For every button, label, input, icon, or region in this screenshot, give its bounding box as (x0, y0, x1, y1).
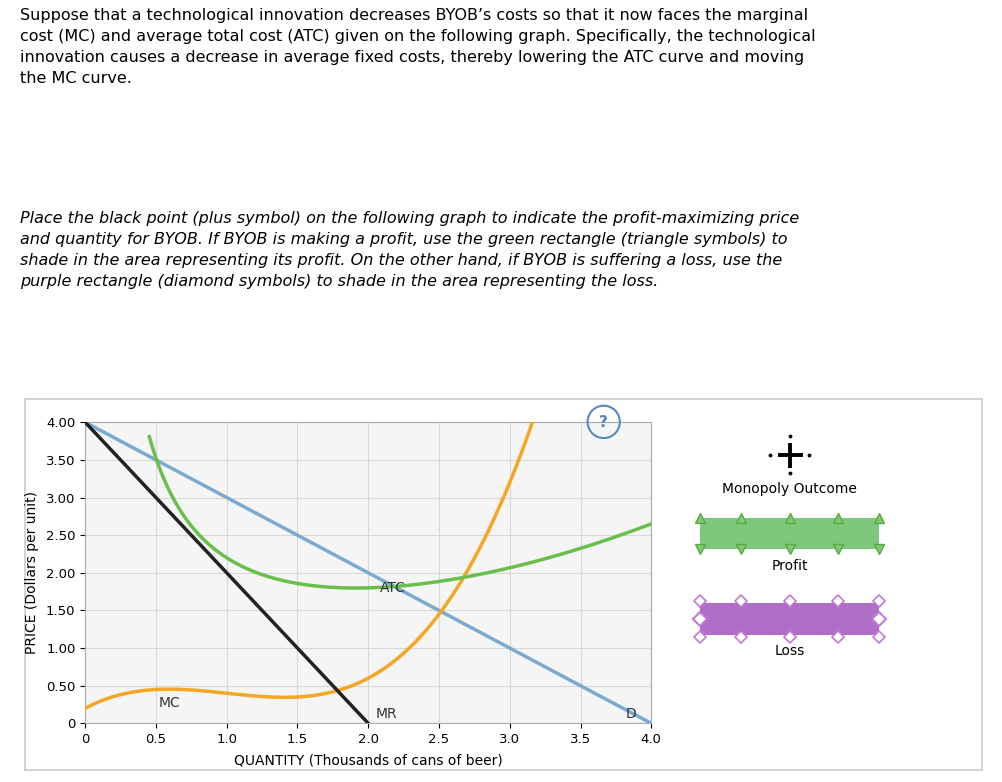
X-axis label: QUANTITY (Thousands of cans of beer): QUANTITY (Thousands of cans of beer) (233, 753, 503, 767)
Text: D: D (626, 707, 636, 721)
Bar (699, 603, 880, 635)
Text: MR: MR (376, 707, 397, 721)
Text: Place the black point (plus symbol) on the following graph to indicate the profi: Place the black point (plus symbol) on t… (20, 211, 800, 289)
Text: ATC: ATC (380, 580, 406, 594)
Text: Monopoly Outcome: Monopoly Outcome (722, 482, 857, 497)
Text: Profit: Profit (772, 558, 808, 572)
Text: ?: ? (599, 415, 608, 430)
Text: Suppose that a technological innovation decreases BYOB’s costs so that it now fa: Suppose that a technological innovation … (20, 8, 816, 86)
Text: Loss: Loss (775, 644, 805, 658)
Y-axis label: PRICE (Dollars per unit): PRICE (Dollars per unit) (25, 491, 39, 655)
Text: MC: MC (158, 696, 180, 710)
Bar (699, 518, 880, 549)
